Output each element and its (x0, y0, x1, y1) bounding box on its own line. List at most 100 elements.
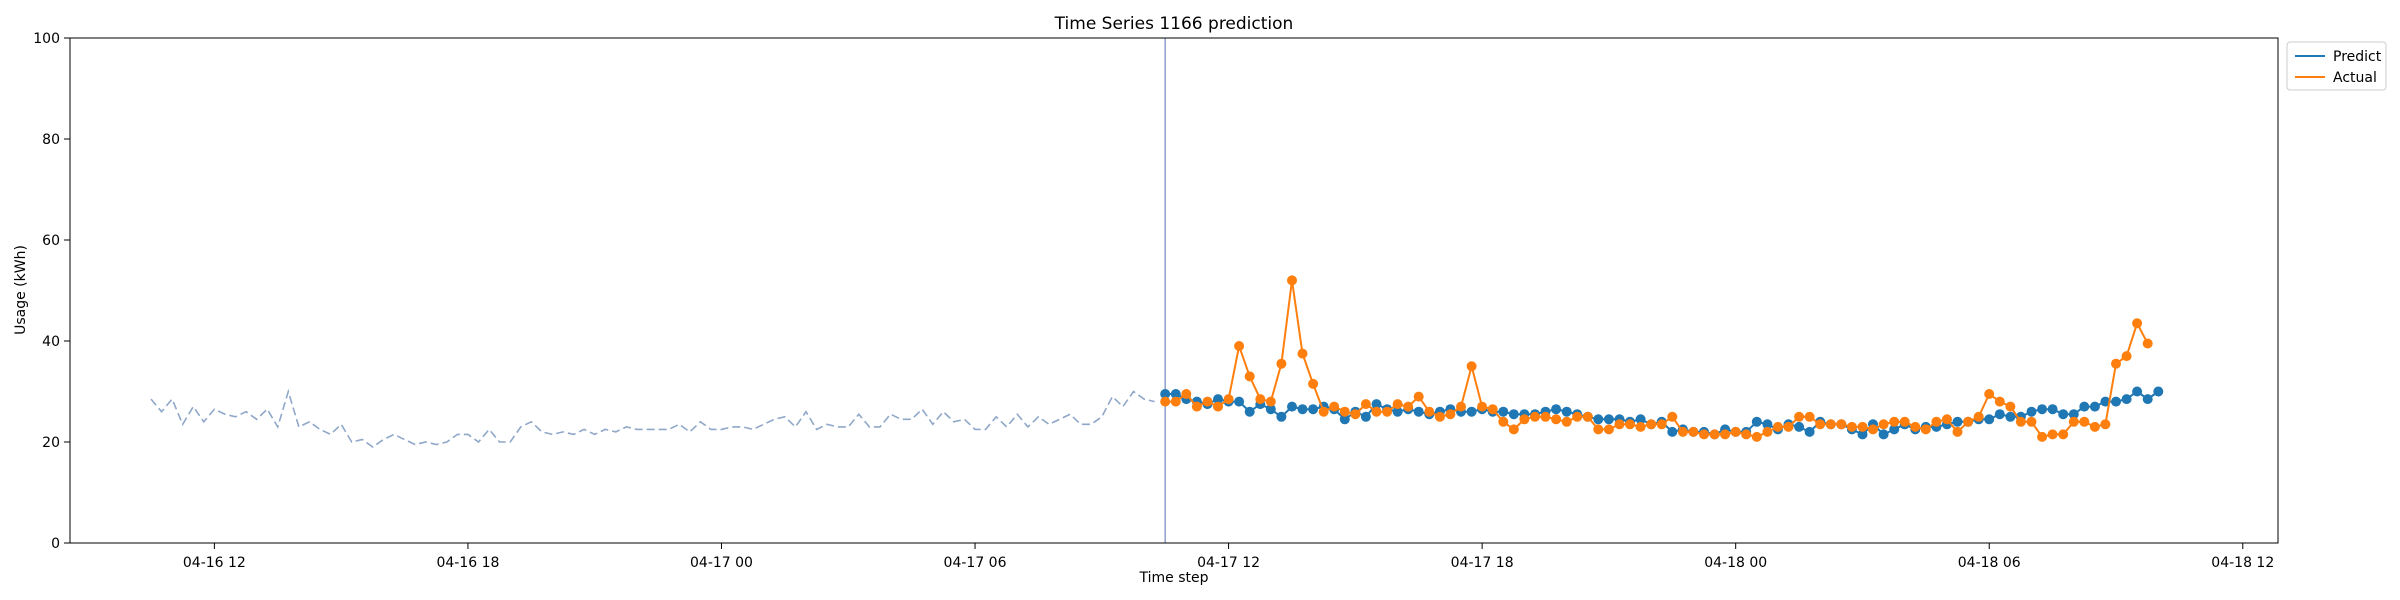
predict-point (2142, 394, 2153, 405)
actual-point (1287, 275, 1297, 286)
actual-point (1878, 419, 1889, 430)
predict-point (1751, 416, 1762, 427)
legend: Predict Actual (2286, 41, 2387, 91)
predict-point (1561, 406, 1572, 417)
actual-point (1751, 431, 1762, 442)
actual-point (1508, 424, 1519, 435)
y-tick-label: 100 (33, 31, 60, 47)
actual-point (1730, 426, 1741, 437)
actual-point (1424, 406, 1435, 417)
actual-point (1931, 416, 1942, 427)
predict-point (1392, 406, 1403, 417)
x-tick-label: 04-18 06 (1958, 555, 2021, 571)
actual-point (1498, 416, 1509, 427)
actual-point (1762, 426, 1773, 437)
predict-point (2153, 386, 2164, 397)
actual-point (1255, 394, 1266, 405)
actual-point (1540, 411, 1551, 422)
actual-point (1434, 411, 1445, 422)
predict-point (1508, 409, 1519, 420)
actual-point (1191, 401, 1202, 412)
predict-point (1889, 424, 1900, 435)
predict-point (1603, 414, 1614, 425)
predict-point (1371, 399, 1382, 410)
actual-point (2100, 419, 2111, 430)
predict-point (1804, 426, 1815, 437)
predict-point (1593, 414, 1604, 425)
x-tick-label: 04-17 06 (944, 555, 1007, 571)
actual-point (1836, 419, 1847, 430)
predict-point (1244, 406, 1255, 417)
predict-point (1287, 401, 1297, 412)
predict-point (1762, 419, 1773, 430)
actual-point (1202, 396, 1213, 407)
actual-point (1910, 421, 1921, 432)
actual-point (1561, 416, 1572, 427)
actual-point (1360, 399, 1371, 410)
actual-point (1593, 424, 1604, 435)
predict-point (2089, 401, 2100, 412)
actual-line (1165, 280, 2149, 439)
predict-point (1360, 411, 1371, 422)
actual-point (1466, 361, 1477, 372)
actual-point (1308, 378, 1319, 389)
y-axis-title: Usage (kWh) (13, 245, 29, 335)
actual-point (1181, 389, 1192, 399)
y-tick-label: 40 (42, 334, 60, 350)
actual-point (1603, 424, 1614, 435)
predict-point (1952, 416, 1963, 427)
chart-title: Time Series 1166 prediction (1054, 14, 1294, 34)
actual-point (1519, 414, 1530, 425)
x-tick-label: 04-16 12 (183, 555, 246, 571)
actual-point (1487, 404, 1498, 415)
predict-point (2121, 394, 2132, 405)
actual-point (1339, 406, 1350, 417)
actual-point (1160, 396, 1171, 407)
actual-point (1920, 424, 1931, 435)
predict-point (1170, 389, 1181, 399)
predict-point (1551, 404, 1562, 415)
actual-point (1656, 419, 1667, 430)
actual-point (1720, 429, 1731, 440)
actual-point (1677, 426, 1688, 437)
actual-point (1625, 419, 1635, 430)
actual-point (1952, 426, 1963, 437)
actual-point (1688, 426, 1699, 437)
actual-point (1783, 421, 1794, 432)
actual-point (1350, 409, 1361, 420)
x-tick-label: 04-17 00 (690, 555, 753, 571)
actual-point (1244, 371, 1255, 382)
y-tick-label: 0 (51, 536, 60, 552)
x-tick-label: 04-17 12 (1197, 555, 1260, 571)
predict-point (1265, 404, 1276, 415)
actual-point (2068, 416, 2079, 427)
actual-point (1994, 396, 2005, 407)
actual-point (1530, 411, 1540, 422)
actual-point (1667, 411, 1678, 422)
actual-point (1329, 401, 1340, 412)
actual-point (1276, 358, 1287, 369)
predict-point (2026, 406, 2037, 417)
actual-point (1371, 406, 1382, 417)
actual-point (1445, 409, 1456, 420)
actual-point (2037, 431, 2048, 442)
actual-point (1794, 411, 1805, 422)
predict-point (1794, 421, 1805, 432)
actual-point (1213, 401, 1223, 412)
actual-point (1804, 411, 1815, 422)
actual-point (1635, 421, 1646, 432)
actual-point (1868, 424, 1878, 435)
actual-point (1942, 414, 1952, 425)
predict-point (1857, 429, 1868, 440)
predict-point (1276, 411, 1287, 422)
predict-point (1984, 414, 1995, 425)
predict-point (2079, 401, 2090, 412)
actual-point (1614, 419, 1625, 430)
predict-point (1466, 406, 1477, 417)
actual-point (1582, 411, 1593, 422)
predict-point (2100, 396, 2111, 407)
predict-point (2058, 409, 2069, 420)
x-axis-title: Time step (1139, 570, 1209, 586)
actual-point (2132, 318, 2143, 329)
predict-point (2037, 404, 2048, 415)
